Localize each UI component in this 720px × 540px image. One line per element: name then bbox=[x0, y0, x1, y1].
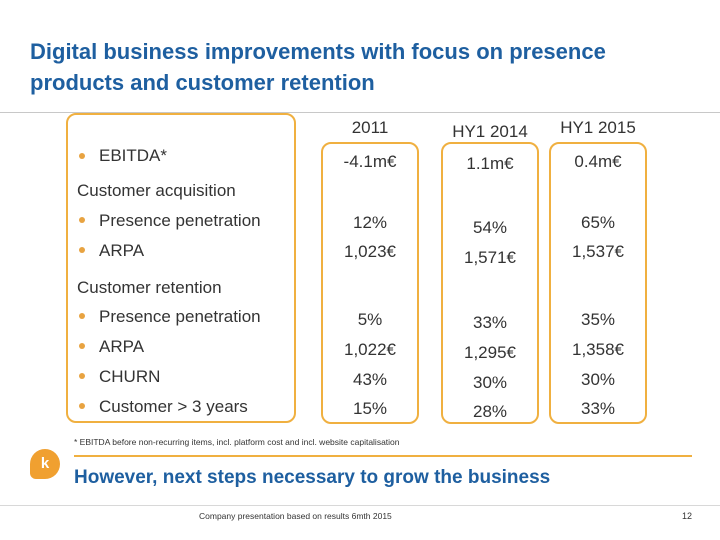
bullet-icon bbox=[79, 373, 85, 379]
acquisition-value: 54% bbox=[472, 218, 508, 237]
bullet-icon bbox=[79, 403, 85, 409]
footer-caption: Company presentation based on results 6m… bbox=[199, 511, 392, 521]
footer-divider bbox=[0, 505, 720, 506]
column-frame-hy1-2014 bbox=[441, 142, 539, 424]
company-logo-icon: k bbox=[30, 449, 60, 479]
column-header-hy1-2015: HY1 2015 bbox=[560, 118, 636, 137]
retention-heading: Customer retention bbox=[77, 278, 222, 297]
retention-item: Customer > 3 years bbox=[99, 397, 248, 416]
title-divider bbox=[0, 112, 720, 113]
retention-value: 30% bbox=[580, 370, 616, 389]
retention-item: ARPA bbox=[99, 337, 145, 356]
bullet-icon bbox=[79, 217, 85, 223]
acquisition-heading: Customer acquisition bbox=[77, 181, 236, 200]
acquisition-item: ARPA bbox=[99, 241, 145, 260]
bullet-icon bbox=[79, 247, 85, 253]
retention-value: 28% bbox=[472, 402, 508, 421]
acquisition-item: Presence penetration bbox=[99, 211, 261, 230]
ebitda-value: 0.4m€ bbox=[574, 152, 622, 171]
ebitda-label: EBITDA* bbox=[99, 146, 168, 165]
bullet-icon bbox=[79, 153, 85, 159]
retention-value: 43% bbox=[352, 370, 388, 389]
column-frame-2011 bbox=[321, 142, 419, 424]
retention-value: 5% bbox=[357, 310, 383, 329]
retention-value: 33% bbox=[472, 313, 508, 332]
conclusion-text: However, next steps necessary to grow th… bbox=[74, 467, 551, 488]
ebitda-value: -4.1m€ bbox=[343, 152, 397, 171]
retention-value: 1,022€ bbox=[344, 340, 396, 359]
retention-value: 30% bbox=[472, 373, 508, 392]
page-number: 12 bbox=[681, 511, 692, 521]
conclusion-divider bbox=[74, 455, 692, 457]
retention-value: 1,295€ bbox=[464, 343, 516, 362]
retention-value: 15% bbox=[352, 399, 388, 418]
acquisition-value: 12% bbox=[352, 213, 388, 232]
acquisition-value: 1,023€ bbox=[344, 242, 396, 261]
retention-item: CHURN bbox=[99, 367, 161, 386]
bullet-icon bbox=[79, 343, 85, 349]
acquisition-value: 65% bbox=[580, 213, 616, 232]
acquisition-value: 1,571€ bbox=[464, 248, 516, 267]
column-header-2011: 2011 bbox=[351, 118, 389, 137]
acquisition-value: 1,537€ bbox=[572, 242, 624, 261]
slide-title: Digital business improvements with focus… bbox=[30, 39, 606, 95]
left-frame bbox=[66, 113, 296, 423]
column-frame-hy1-2015 bbox=[549, 142, 647, 424]
retention-value: 35% bbox=[580, 310, 616, 329]
retention-item: Presence penetration bbox=[99, 307, 261, 326]
footnote: * EBITDA before non-recurring items, inc… bbox=[74, 437, 400, 447]
column-header-hy1-2014: HY1 2014 bbox=[452, 122, 528, 141]
ebitda-value: 1.1m€ bbox=[466, 154, 514, 173]
bullet-icon bbox=[79, 313, 85, 319]
retention-value: 1,358€ bbox=[572, 340, 624, 359]
retention-value: 33% bbox=[580, 399, 616, 418]
